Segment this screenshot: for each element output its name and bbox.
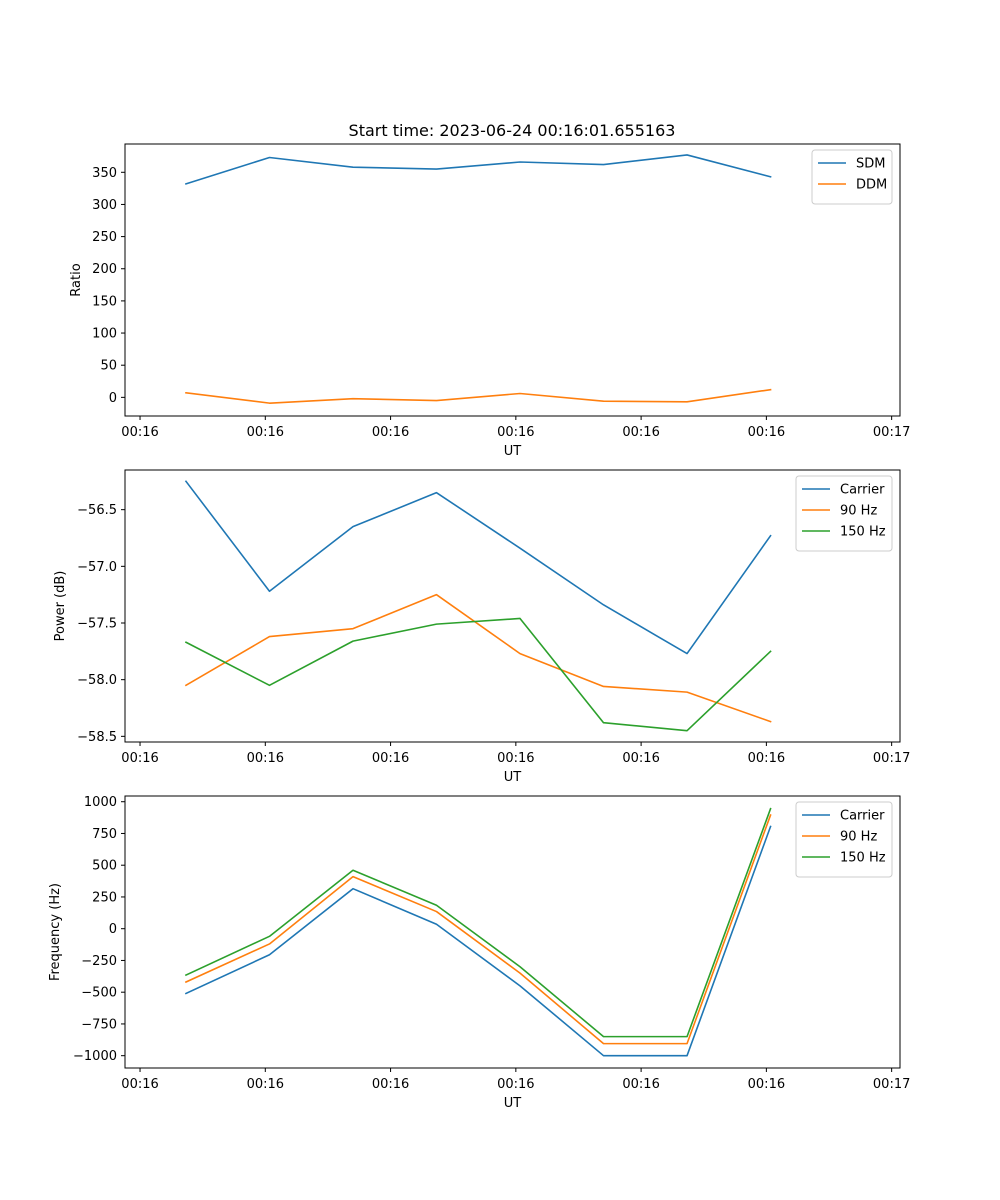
y-tick-label: 500 bbox=[92, 859, 117, 874]
y-tick-label: −1000 bbox=[73, 1049, 117, 1064]
x-tick-label: 00:16 bbox=[121, 425, 158, 440]
legend-box bbox=[795, 801, 893, 878]
x-tick-label: 00:16 bbox=[247, 425, 284, 440]
y-tick-label: 50 bbox=[100, 359, 117, 374]
legend-entry-2: 150 Hz bbox=[840, 851, 886, 866]
x-tick-label: 00:17 bbox=[873, 425, 910, 440]
x-tick-label: 00:16 bbox=[497, 751, 534, 766]
y-tick-label: 0 bbox=[109, 391, 117, 406]
x-axis-label: UT bbox=[504, 1096, 522, 1111]
series-line-2-0 bbox=[184, 825, 772, 1057]
x-axis-label: UT bbox=[504, 770, 522, 785]
legend-entry-2: 150 Hz bbox=[840, 525, 886, 540]
series-line-0-1 bbox=[185, 388, 772, 404]
x-tick-label: 00:16 bbox=[622, 425, 659, 440]
x-axis-label: UT bbox=[504, 444, 522, 459]
y-tick-label: 250 bbox=[92, 890, 117, 905]
x-tick-label: 00:17 bbox=[873, 751, 910, 766]
legend-entry-0: SDM bbox=[856, 157, 885, 172]
y-axis-label: Frequency (Hz) bbox=[48, 883, 63, 981]
x-tick-label: 00:16 bbox=[372, 751, 409, 766]
series-line-1-1 bbox=[184, 593, 772, 723]
series-line-1-0 bbox=[184, 480, 772, 655]
y-tick-label: −58.0 bbox=[77, 673, 117, 688]
y-tick-label: 150 bbox=[92, 294, 117, 309]
x-tick-label: 00:16 bbox=[622, 1077, 659, 1092]
series-line-1-2 bbox=[184, 617, 772, 732]
y-tick-label: 350 bbox=[92, 166, 117, 181]
legend-entry-1: 90 Hz bbox=[840, 830, 877, 845]
y-tick-label: −250 bbox=[81, 954, 117, 969]
axes-frame bbox=[124, 469, 901, 743]
y-tick-label: 300 bbox=[92, 198, 117, 213]
x-tick-label: 00:16 bbox=[247, 751, 284, 766]
chart-title: Start time: 2023-06-24 00:16:01.655163 bbox=[349, 121, 676, 140]
legend-entry-1: DDM bbox=[856, 178, 887, 193]
frequency-panel: 00:16 00:16 00:16 00:16 00:16 00:16 00:17 −1000… bbox=[48, 795, 910, 1111]
ratio-panel: 00:16 00:16 00:16 00:16 00:16 00:16 00:17 0 50 10… bbox=[69, 143, 910, 459]
legend-box bbox=[795, 475, 893, 552]
x-tick-label: 00:16 bbox=[247, 1077, 284, 1092]
x-tick-label: 00:17 bbox=[873, 1077, 910, 1092]
x-tick-label: 00:16 bbox=[748, 1077, 785, 1092]
x-tick-label: 00:16 bbox=[748, 751, 785, 766]
x-tick-label: 00:16 bbox=[121, 1077, 158, 1092]
axes-frame bbox=[124, 143, 901, 417]
y-tick-label: −750 bbox=[81, 1017, 117, 1032]
legend-entry-0: Carrier bbox=[840, 809, 885, 824]
y-axis-label: Power (dB) bbox=[53, 571, 68, 642]
y-tick-label: −57.5 bbox=[77, 617, 117, 632]
y-tick-label: 200 bbox=[92, 262, 117, 277]
y-tick-label: −500 bbox=[81, 986, 117, 1001]
legend-entry-1: 90 Hz bbox=[840, 504, 877, 519]
y-tick-label: −56.5 bbox=[77, 503, 117, 518]
legend-entry-0: Carrier bbox=[840, 483, 885, 498]
x-tick-label: 00:16 bbox=[497, 1077, 534, 1092]
y-tick-label: 0 bbox=[109, 922, 117, 937]
y-tick-label: 100 bbox=[92, 327, 117, 342]
power-panel: 00:16 00:16 00:16 00:16 00:16 00:16 00:17 −58.5… bbox=[53, 469, 910, 785]
y-tick-label: −57.0 bbox=[77, 560, 117, 575]
y-tick-label: −58.5 bbox=[77, 730, 117, 745]
axes-frame bbox=[124, 795, 901, 1069]
x-tick-label: 00:16 bbox=[748, 425, 785, 440]
y-tick-label: 750 bbox=[92, 827, 117, 842]
x-tick-label: 00:16 bbox=[622, 751, 659, 766]
y-tick-label: 250 bbox=[92, 230, 117, 245]
x-tick-label: 00:16 bbox=[372, 425, 409, 440]
x-tick-label: 00:16 bbox=[372, 1077, 409, 1092]
series-line-2-2 bbox=[184, 807, 772, 1038]
x-tick-label: 00:16 bbox=[497, 425, 534, 440]
series-line-0-0 bbox=[184, 154, 772, 185]
y-tick-label: 1000 bbox=[84, 795, 117, 810]
series-line-2-1 bbox=[184, 814, 772, 1045]
y-axis-label: Ratio bbox=[69, 263, 84, 296]
x-tick-label: 00:16 bbox=[121, 751, 158, 766]
